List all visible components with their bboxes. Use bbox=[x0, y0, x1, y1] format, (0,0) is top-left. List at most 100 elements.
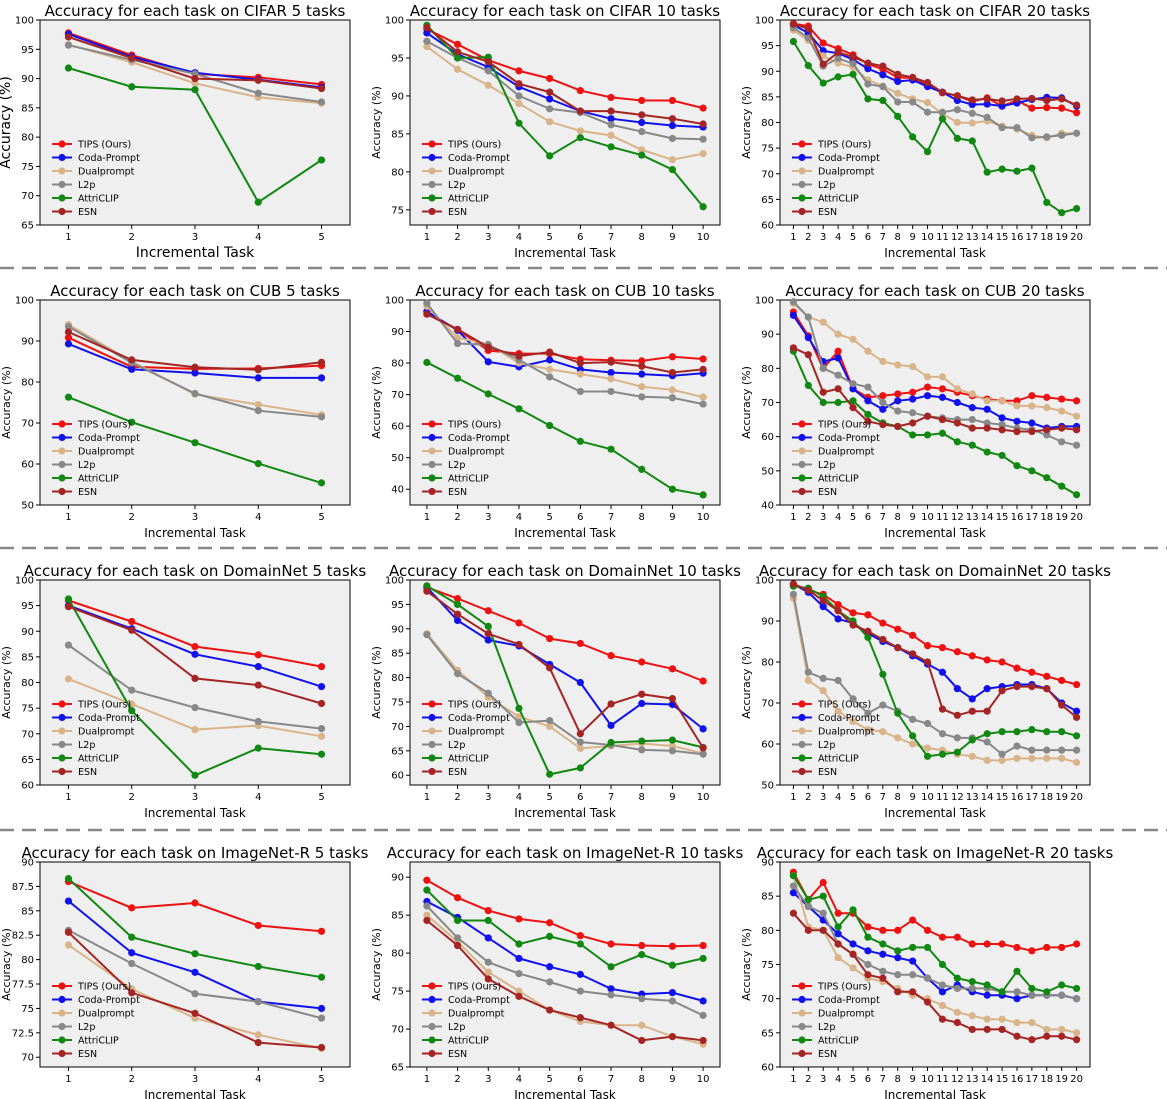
data-point bbox=[699, 150, 707, 158]
data-point bbox=[607, 107, 615, 115]
legend-label: ESN bbox=[818, 1049, 837, 1060]
data-point bbox=[191, 726, 199, 734]
x-tick-label: 11 bbox=[936, 792, 949, 803]
data-point bbox=[1072, 1036, 1081, 1044]
data-point bbox=[546, 932, 554, 941]
data-point bbox=[1013, 402, 1021, 410]
legend-label: TIPS (Ours) bbox=[77, 700, 131, 711]
legend-label: Coda-Prompt bbox=[448, 153, 510, 164]
data-point bbox=[834, 954, 842, 962]
chart-title: Accuracy for each task on DomainNet 20 t… bbox=[759, 562, 1111, 580]
x-axis-label: Incremental Task bbox=[514, 1088, 616, 1099]
x-tick-label: 5 bbox=[546, 1074, 552, 1085]
data-point bbox=[484, 607, 492, 615]
y-tick-label: 65 bbox=[391, 746, 404, 757]
data-point bbox=[576, 764, 584, 772]
data-point bbox=[453, 339, 462, 348]
y-tick-label: 90 bbox=[761, 67, 774, 78]
data-point bbox=[909, 73, 917, 81]
chart-title: Accuracy for each task on CIFAR 20 tasks bbox=[780, 2, 1090, 20]
y-tick-label: 75 bbox=[391, 987, 404, 998]
data-point bbox=[909, 715, 917, 724]
data-point bbox=[819, 909, 827, 917]
y-tick-label: 75 bbox=[21, 162, 34, 173]
data-point bbox=[804, 333, 812, 342]
y-tick-label: 40 bbox=[761, 501, 774, 512]
data-point bbox=[864, 933, 872, 941]
data-point bbox=[317, 84, 326, 93]
x-tick-label: 6 bbox=[865, 1074, 871, 1085]
subplot-11: Accuracy for each task on ImageNet-R 10 … bbox=[370, 844, 743, 1099]
y-tick-label: 85 bbox=[391, 129, 404, 140]
data-point bbox=[938, 429, 947, 437]
data-point bbox=[834, 330, 842, 338]
data-point bbox=[894, 709, 902, 717]
legend-label: TIPS (Ours) bbox=[447, 140, 501, 151]
data-point bbox=[923, 412, 932, 420]
data-point bbox=[1072, 940, 1081, 948]
data-point bbox=[64, 41, 73, 49]
x-tick-label: 6 bbox=[865, 512, 871, 523]
data-point bbox=[894, 954, 902, 962]
data-point bbox=[254, 717, 262, 726]
data-point bbox=[1072, 109, 1081, 117]
data-point bbox=[879, 392, 887, 400]
data-point bbox=[953, 438, 961, 446]
data-point bbox=[789, 889, 798, 897]
x-tick-label: 2 bbox=[129, 512, 135, 523]
y-tick-label: 90 bbox=[21, 858, 34, 869]
data-point bbox=[546, 74, 554, 83]
data-point bbox=[638, 118, 646, 127]
legend-label: Dualprompt bbox=[818, 167, 875, 178]
data-point bbox=[789, 882, 798, 890]
data-point bbox=[576, 738, 584, 746]
x-tick-label: 15 bbox=[996, 512, 1009, 523]
data-point bbox=[938, 1015, 947, 1023]
data-point bbox=[607, 131, 615, 140]
y-tick-label: 100 bbox=[755, 16, 774, 27]
x-tick-label: 7 bbox=[608, 1074, 614, 1085]
data-point bbox=[254, 400, 262, 409]
data-point bbox=[953, 92, 961, 100]
data-point bbox=[879, 926, 887, 934]
data-point bbox=[576, 107, 584, 115]
data-point bbox=[668, 165, 677, 174]
legend-label: L2p bbox=[818, 740, 835, 751]
data-point bbox=[607, 375, 615, 383]
data-point bbox=[983, 1015, 991, 1023]
data-point bbox=[804, 668, 812, 676]
legend-marker bbox=[58, 180, 66, 189]
data-point bbox=[317, 732, 326, 740]
data-point bbox=[576, 437, 584, 445]
data-point bbox=[864, 410, 872, 419]
x-tick-label: 8 bbox=[639, 792, 645, 803]
legend-label: L2p bbox=[78, 460, 95, 471]
data-point bbox=[938, 1001, 947, 1010]
data-point bbox=[983, 707, 991, 715]
data-point bbox=[254, 459, 262, 468]
data-point bbox=[983, 1025, 991, 1034]
series-esn bbox=[64, 33, 326, 93]
data-point bbox=[317, 156, 326, 164]
y-tick-label: 90 bbox=[391, 91, 404, 102]
legend-label: TIPS (Ours) bbox=[817, 140, 871, 151]
data-point bbox=[515, 970, 523, 978]
x-tick-label: 3 bbox=[192, 512, 198, 523]
data-point bbox=[968, 752, 976, 760]
data-point bbox=[423, 310, 431, 318]
data-point bbox=[576, 87, 584, 95]
x-tick-label: 5 bbox=[850, 512, 856, 523]
data-point bbox=[668, 695, 677, 703]
legend-label: L2p bbox=[818, 460, 835, 471]
data-point bbox=[699, 365, 707, 373]
x-tick-label: 2 bbox=[454, 1074, 460, 1085]
y-tick-label: 80 bbox=[391, 359, 404, 370]
legend-label: L2p bbox=[78, 1022, 95, 1033]
data-point bbox=[1072, 441, 1081, 449]
legend-label: TIPS (Ours) bbox=[77, 140, 131, 151]
legend-label: AttriCLIP bbox=[448, 754, 489, 765]
legend-marker bbox=[428, 767, 436, 776]
data-point bbox=[453, 594, 462, 603]
x-tick-label: 3 bbox=[820, 512, 826, 523]
data-point bbox=[953, 106, 961, 114]
